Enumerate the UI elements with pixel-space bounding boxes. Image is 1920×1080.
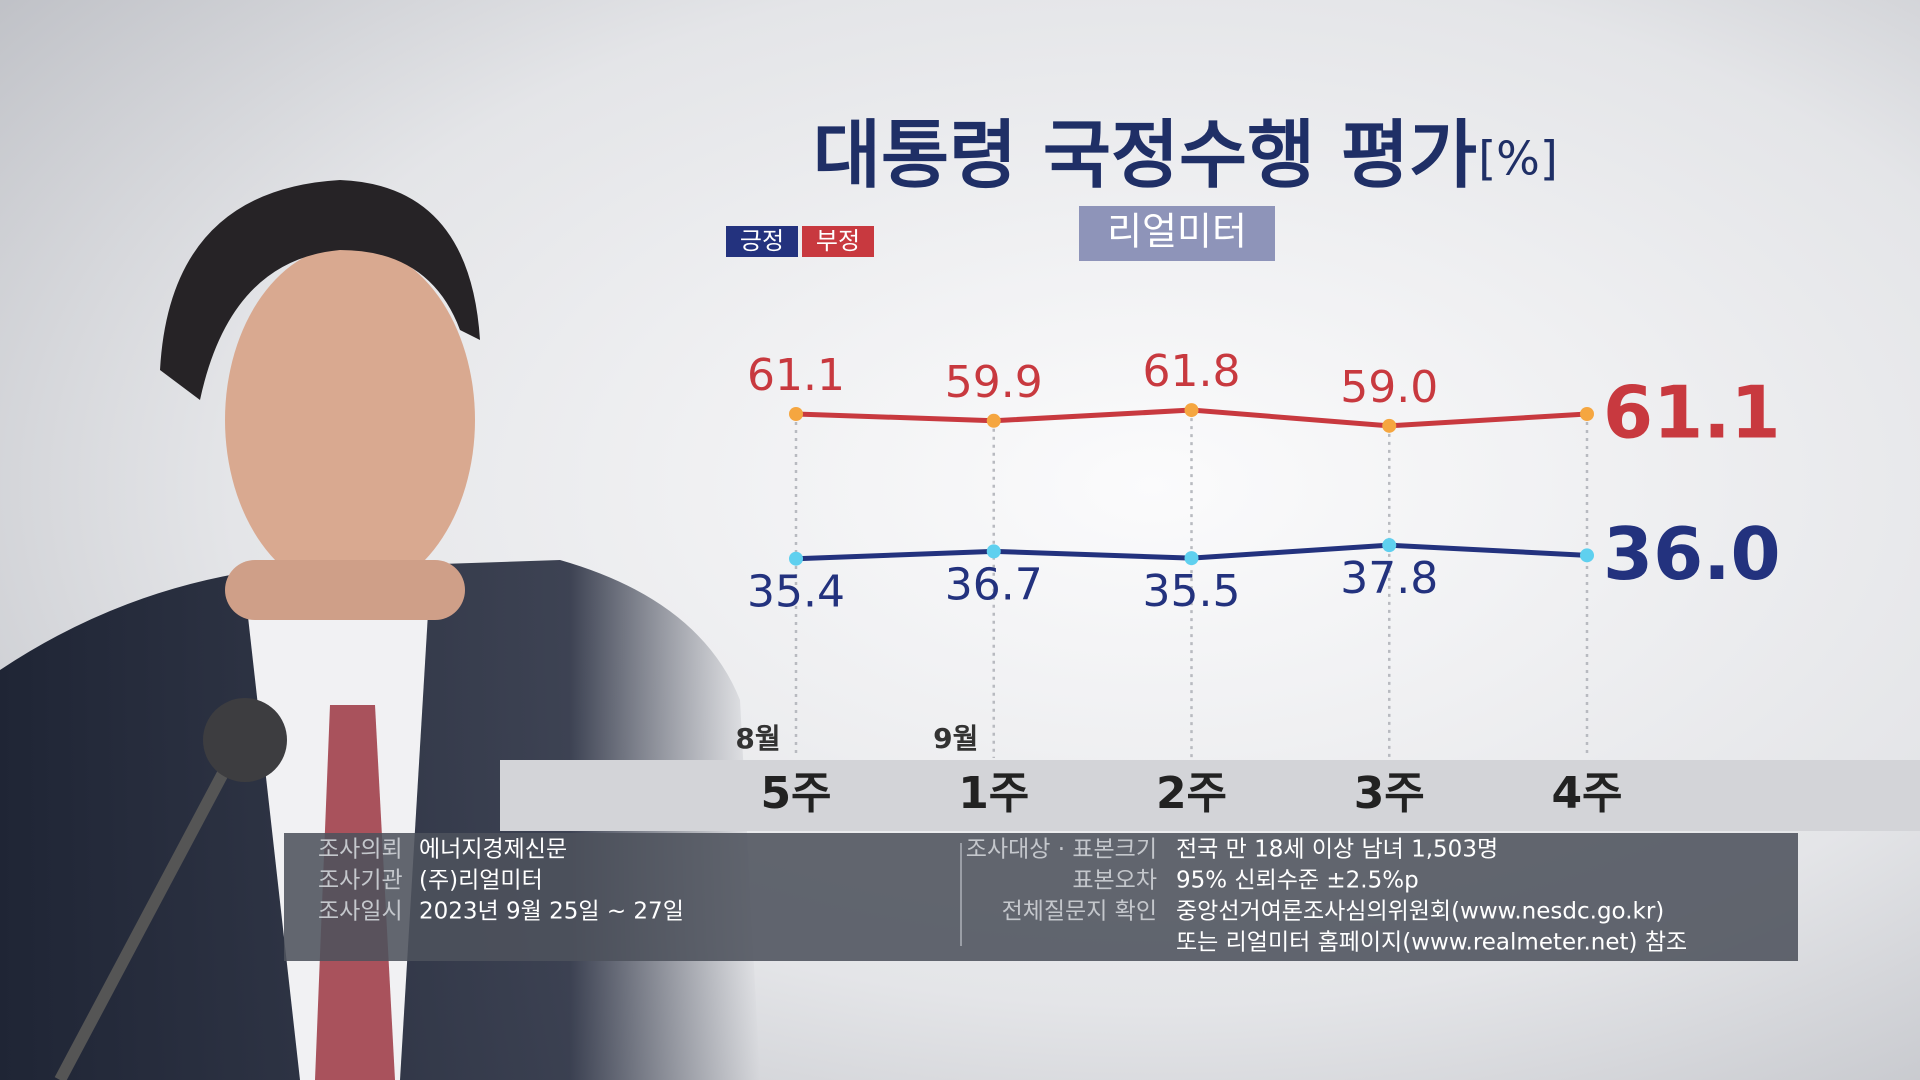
value-label: 35.4 bbox=[747, 567, 845, 618]
unit-label: [%] bbox=[1478, 132, 1558, 186]
x-tick-label: 5주 bbox=[760, 768, 831, 819]
value-label: 61.1 bbox=[747, 350, 845, 401]
note-value: 중앙선거여론조사심의위원회(www.nesdc.go.kr) bbox=[1176, 899, 1664, 925]
data-point bbox=[789, 551, 803, 566]
legend-swatch bbox=[802, 226, 874, 257]
value-label-current: 36.0 bbox=[1603, 512, 1781, 596]
data-point bbox=[1580, 548, 1594, 563]
data-point bbox=[1382, 418, 1397, 433]
value-label: 37.8 bbox=[1340, 553, 1438, 604]
info-panel bbox=[284, 833, 1798, 961]
data-point bbox=[986, 544, 1001, 559]
value-label: 61.8 bbox=[1143, 346, 1241, 397]
chart-title: 대통령 국정수행 평가 bbox=[813, 113, 1477, 199]
note-value: 또는 리얼미터 홈페이지(www.realmeter.net) 참조 bbox=[1176, 930, 1687, 956]
note-value: 95% 신뢰수준 ±2.5%p bbox=[1176, 868, 1419, 894]
note-label: 조사의뢰 bbox=[318, 837, 403, 863]
subtitle-box bbox=[1079, 206, 1275, 261]
period-label: 9월 bbox=[933, 722, 978, 755]
value-label: 59.9 bbox=[945, 357, 1043, 408]
data-point bbox=[1184, 403, 1199, 418]
note-label: 조사대상 · 표본크기 bbox=[966, 837, 1157, 863]
note-label: 조사일시 bbox=[318, 899, 403, 925]
x-tick-label: 1주 bbox=[958, 768, 1029, 819]
legend-label: 긍정 bbox=[740, 227, 784, 255]
data-point bbox=[986, 413, 1001, 428]
x-tick-label: 4주 bbox=[1551, 768, 1622, 819]
subtitle: 리얼미터 bbox=[1107, 210, 1247, 254]
value-label: 59.0 bbox=[1340, 362, 1438, 413]
period-label: 8월 bbox=[735, 722, 780, 755]
note-value: 2023년 9월 25일 ~ 27일 bbox=[419, 899, 684, 925]
data-point bbox=[1580, 407, 1594, 422]
x-tick-label: 2주 bbox=[1156, 768, 1227, 819]
x-tick-label: 3주 bbox=[1354, 768, 1425, 819]
note-label: 전체질문지 확인 bbox=[1002, 899, 1157, 925]
note-value: (주)리얼미터 bbox=[419, 868, 543, 894]
note-label: 조사기관 bbox=[318, 868, 403, 894]
data-point bbox=[1184, 551, 1199, 566]
note-value: 에너지경제신문 bbox=[419, 837, 567, 863]
note-value: 전국 만 18세 이상 남녀 1,503명 bbox=[1176, 837, 1498, 863]
value-label-current: 61.1 bbox=[1603, 371, 1781, 455]
legend-swatch bbox=[726, 226, 798, 257]
data-point bbox=[789, 407, 803, 422]
value-label: 35.5 bbox=[1143, 566, 1241, 617]
axis-band bbox=[500, 760, 1920, 831]
note-label: 표본오차 bbox=[1072, 868, 1157, 894]
data-point bbox=[1382, 538, 1397, 553]
value-label: 36.7 bbox=[945, 559, 1043, 610]
legend-label: 부정 bbox=[816, 227, 860, 255]
